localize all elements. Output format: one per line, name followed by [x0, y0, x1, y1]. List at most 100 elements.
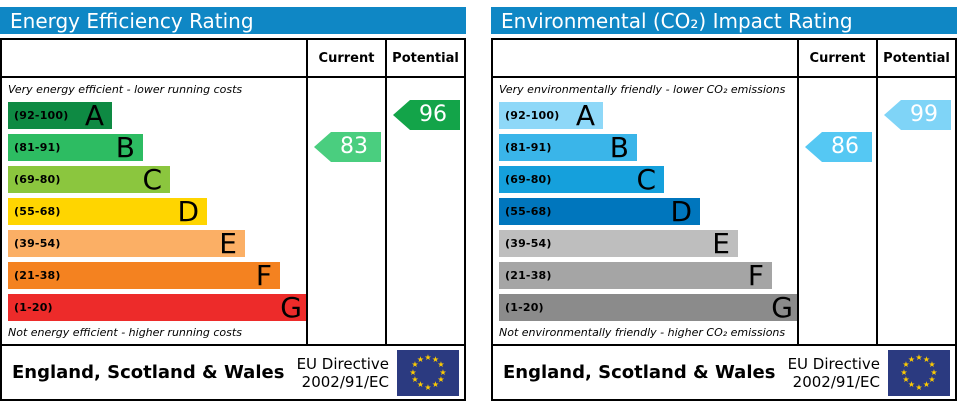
band-letter: B: [115, 131, 135, 164]
band-range: (1-20): [14, 301, 53, 314]
band-range: (39-54): [14, 237, 61, 250]
eu-flag-star: ★: [424, 352, 432, 362]
eu-flag-star: ★: [416, 354, 425, 364]
current-header: Current: [308, 40, 385, 78]
eu-directive-line1: EU Directive: [787, 354, 880, 373]
band-f: (21-38) F: [8, 259, 280, 292]
band-letter: F: [255, 259, 272, 292]
chart-main: Very energy efficient - lower running co…: [2, 40, 464, 344]
band-range: (69-80): [505, 173, 552, 186]
eu-flag-star: ★: [411, 360, 419, 369]
chart-body: Very energy efficient - lower running co…: [2, 78, 306, 344]
eu-flag-star: ★: [915, 382, 923, 392]
chart-main: Very environmentally friendly - lower CO…: [493, 40, 955, 344]
band-letter: C: [636, 163, 656, 196]
band-g: (1-20) G: [499, 291, 797, 324]
eu-directive-line2: 2002/91/EC: [792, 372, 880, 391]
band-a: (92-100) A: [499, 99, 603, 132]
rating-bands: (92-100) A (81-91) B (69-80) C (55-68) D (39-54)…: [493, 99, 797, 324]
eu-flag-star: ★: [900, 367, 908, 377]
band-letter: E: [712, 227, 730, 260]
region-label: England, Scotland & Wales: [503, 362, 776, 383]
band-range: (81-91): [505, 141, 552, 154]
band-c: (69-80) C: [8, 163, 170, 196]
eu-flag-star: ★: [431, 354, 440, 364]
chart-footer: England, Scotland & Wales EU Directive 2…: [493, 344, 955, 399]
potential-rating-arrow: 99: [884, 100, 951, 130]
band-range: (39-54): [505, 237, 552, 250]
band-range: (69-80): [14, 173, 61, 186]
band-letter: C: [142, 163, 162, 196]
eu-flag-star: ★: [902, 375, 910, 384]
empty-header-cell: [2, 40, 306, 78]
band-b: (81-91) B: [499, 131, 637, 164]
eu-flag-icon: ★ ★ ★ ★ ★ ★ ★ ★ ★ ★ ★ ★: [888, 349, 950, 396]
energy-efficiency-title-bar: Energy Efficiency Rating: [0, 7, 466, 34]
eu-flag-star: ★: [928, 360, 936, 369]
band-range: (21-38): [14, 269, 61, 282]
band-range: (92-100): [505, 109, 560, 122]
band-d: (55-68) D: [8, 195, 207, 228]
eu-flag-star: ★: [431, 380, 440, 390]
band-a: (92-100) A: [8, 99, 112, 132]
eu-flag-icon: ★ ★ ★ ★ ★ ★ ★ ★ ★ ★ ★ ★: [397, 349, 459, 396]
band-letter: F: [747, 259, 764, 292]
band-column: Very energy efficient - lower running co…: [2, 40, 306, 344]
potential-arrow-zone: 96: [387, 78, 464, 344]
eu-flag-star: ★: [907, 354, 916, 364]
chart-body: Very environmentally friendly - lower CO…: [493, 78, 797, 344]
eu-flag-star: ★: [439, 367, 447, 377]
eu-directive-line2: 2002/91/EC: [301, 372, 389, 391]
band-range: (55-68): [14, 205, 61, 218]
bottom-note: Not energy efficient - higher running co…: [8, 326, 242, 339]
eu-flag-star: ★: [922, 380, 931, 390]
potential-arrow-zone: 99: [878, 78, 955, 344]
current-rating-arrow: 83: [314, 132, 381, 162]
band-letter: A: [575, 99, 595, 132]
band-range: (92-100): [14, 109, 69, 122]
band-range: (21-38): [505, 269, 552, 282]
current-column: Current 86: [797, 40, 876, 344]
energy-efficiency-panel: Energy Efficiency Rating Very energy eff…: [0, 0, 466, 404]
eu-directive-label: EU Directive 2002/91/EC: [297, 355, 397, 391]
current-arrow-zone: 86: [799, 78, 876, 344]
eu-flag-star: ★: [437, 360, 445, 369]
empty-header-cell: [493, 40, 797, 78]
panel-title: Environmental (CO₂) Impact Rating: [501, 8, 853, 33]
band-letter: A: [84, 99, 104, 132]
band-d: (55-68) D: [499, 198, 700, 226]
eu-flag-star: ★: [930, 367, 938, 377]
eu-flag-star: ★: [922, 354, 931, 364]
band-letter: D: [177, 195, 199, 228]
potential-column: Potential 96: [385, 40, 464, 344]
current-column: Current 83: [306, 40, 385, 344]
top-note: Very energy efficient - lower running co…: [8, 83, 243, 96]
band-f: (21-38) F: [499, 259, 772, 292]
band-range: (1-20): [505, 301, 544, 314]
current-header: Current: [799, 40, 876, 78]
band-range: (55-68): [505, 205, 552, 218]
band-c: (69-80) C: [499, 163, 664, 196]
eu-flag-star: ★: [928, 375, 936, 384]
eu-flag-star: ★: [424, 382, 432, 392]
eu-directive-line1: EU Directive: [296, 354, 389, 373]
current-arrow-zone: 83: [308, 78, 385, 344]
potential-header: Potential: [387, 40, 464, 78]
eu-flag-star: ★: [416, 380, 425, 390]
band-column: Very environmentally friendly - lower CO…: [493, 40, 797, 344]
eu-flag-star: ★: [409, 367, 417, 377]
eu-flag-star: ★: [915, 352, 923, 362]
current-rating-arrow: 86: [805, 132, 872, 162]
bottom-note: Not environmentally friendly - higher CO…: [499, 326, 786, 339]
region-label: England, Scotland & Wales: [12, 362, 285, 383]
eu-flag-star: ★: [907, 380, 916, 390]
potential-header: Potential: [878, 40, 955, 78]
eu-flag-star: ★: [437, 375, 445, 384]
environmental-impact-panel: Environmental (CO₂) Impact Rating Very e…: [491, 0, 957, 404]
eu-flag-star: ★: [411, 375, 419, 384]
band-letter: G: [771, 291, 793, 324]
band-letter: B: [609, 131, 629, 164]
band-letter: E: [219, 227, 237, 260]
energy-efficiency-chart-box: Very energy efficient - lower running co…: [0, 38, 466, 401]
